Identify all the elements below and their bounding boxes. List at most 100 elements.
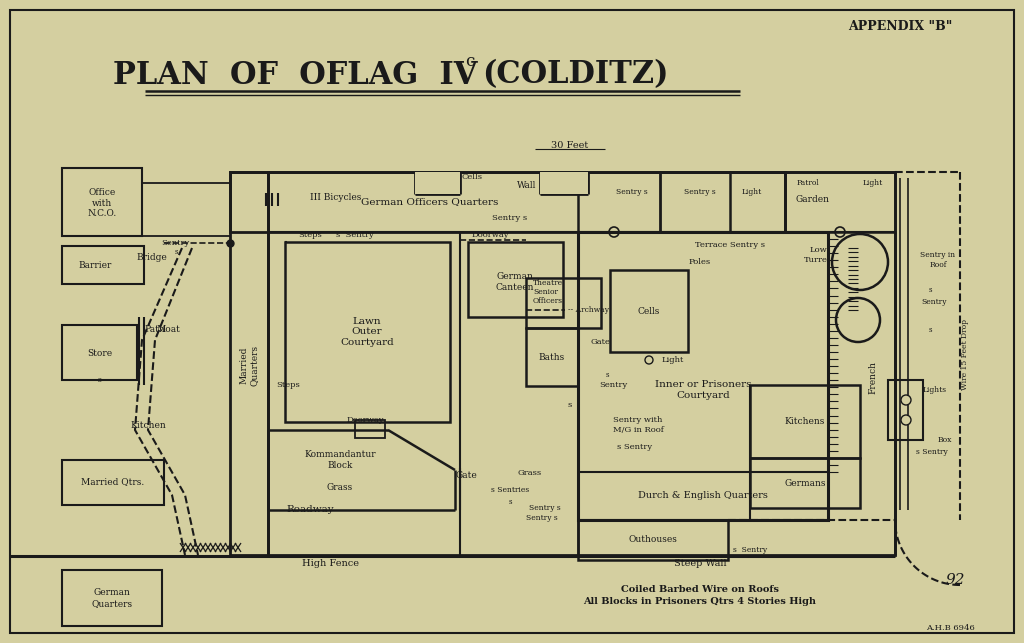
Text: c: c [465,53,475,71]
Text: Sentry in
Roof: Sentry in Roof [921,251,955,269]
Text: Poles: Poles [689,258,711,266]
Text: Terrace Sentry s: Terrace Sentry s [695,241,765,249]
Text: Light: Light [662,356,684,364]
Text: Sentry: Sentry [599,381,627,389]
Text: Wire 15 Feet Drop: Wire 15 Feet Drop [961,320,969,390]
Text: -- Archway: -- Archway [567,306,608,314]
Text: Store: Store [87,349,113,358]
Bar [62,570,162,626]
Text: s: s [605,371,608,379]
Text: Roadway: Roadway [286,505,334,514]
Text: s Sentry: s Sentry [916,448,948,456]
Text: Kommandantur
Block: Kommandantur Block [304,450,376,469]
Text: Steep Wall: Steep Wall [674,559,726,568]
Text: Office
with
N.C.O.: Office with N.C.O. [87,188,117,218]
Text: Lights: Lights [923,386,947,394]
Text: Cells: Cells [462,173,482,181]
Text: PLAN  OF  OFLAG  IV: PLAN OF OFLAG IV [113,60,477,91]
Text: Sentry: Sentry [161,239,189,247]
Text: Kitchens: Kitchens [784,417,825,426]
Text: 30 Feet: 30 Feet [551,141,589,150]
Bar [230,172,785,232]
Text: Doorway: Doorway [346,416,384,424]
Circle shape [645,356,653,364]
Text: Garden: Garden [795,195,829,204]
Text: Kitchen: Kitchen [130,421,166,430]
Text: Lawn
Outer
Courtyard: Lawn Outer Courtyard [340,317,394,347]
Bar [888,380,923,440]
Text: Sentry with
M/G in Roof: Sentry with M/G in Roof [612,417,664,433]
Text: III Bicycles: III Bicycles [310,194,361,203]
Circle shape [901,415,911,425]
Text: Married Qtrs.: Married Qtrs. [81,478,144,487]
Text: Wall: Wall [517,181,537,190]
Text: Gate: Gate [455,471,477,480]
Bar [355,420,385,438]
Text: (COLDITZ): (COLDITZ) [481,60,669,91]
Text: Durch & English Quarters: Durch & English Quarters [638,491,768,500]
Text: Coiled Barbed Wire on Roofs: Coiled Barbed Wire on Roofs [621,586,779,595]
Text: Light: Light [741,188,762,196]
Text: Sentry s: Sentry s [493,214,527,222]
Text: Baths: Baths [539,352,565,361]
Text: German
Canteen: German Canteen [496,272,535,292]
Text: Sentry s: Sentry s [684,188,716,196]
Text: Steps: Steps [298,231,322,239]
Text: Moat: Moat [156,325,180,334]
Text: Barrier: Barrier [78,260,112,269]
Bar [526,278,601,328]
Bar [660,172,785,232]
Bar [62,325,137,380]
Text: German
Quarters: German Quarters [91,588,132,608]
Text: French: French [868,361,878,395]
Text: Grass: Grass [327,484,353,493]
Text: Married
Quarters: Married Quarters [240,345,259,386]
Bar [230,172,268,555]
Text: s: s [98,376,102,384]
Circle shape [901,395,911,405]
Bar [750,458,860,508]
Text: s  Sentry: s Sentry [336,231,374,239]
Text: Path: Path [144,325,165,334]
Text: Bridge: Bridge [136,253,167,262]
Bar [285,242,450,422]
Text: Doorway: Doorway [471,231,509,239]
Bar [62,168,142,236]
Text: Outhouses: Outhouses [629,536,678,545]
Text: s Sentry: s Sentry [617,443,652,451]
Text: s  Sentry: s Sentry [733,546,767,554]
Text: s: s [568,401,572,409]
Text: Sentry s: Sentry s [529,504,561,512]
Text: Steps: Steps [276,381,300,389]
Bar [468,242,563,317]
Text: 92: 92 [945,573,965,587]
Bar [578,520,728,560]
Text: A.H.B 6946: A.H.B 6946 [927,624,975,632]
Text: Germans: Germans [784,478,825,487]
Bar [730,172,895,232]
Bar [540,172,588,194]
Text: Light: Light [863,179,883,187]
Text: s: s [928,286,932,294]
Text: High Fence: High Fence [301,559,358,568]
Bar [578,232,828,520]
Text: Patrol: Patrol [797,179,819,187]
Text: APPENDIX "B": APPENDIX "B" [848,21,952,33]
Bar [526,328,578,386]
Text: Gate: Gate [590,338,610,346]
Text: Grass: Grass [518,469,542,477]
Text: Inner or Prisoners
Courtyard: Inner or Prisoners Courtyard [654,380,752,400]
Bar [610,270,688,352]
Text: Low
Turret: Low Turret [805,246,831,264]
Text: Sentry: Sentry [922,298,947,306]
Text: s Sentries: s Sentries [490,486,529,494]
Text: Sentry s: Sentry s [526,514,558,522]
Text: Box: Box [938,436,952,444]
Bar [268,172,895,555]
Text: Cells: Cells [638,307,660,316]
Text: s: s [508,498,512,506]
Bar [62,460,164,505]
Text: All Blocks in Prisoners Qtrs 4 Stories High: All Blocks in Prisoners Qtrs 4 Stories H… [584,597,816,606]
Text: Sentry s: Sentry s [616,188,648,196]
Text: Theatre
Senior
Officers: Theatre Senior Officers [534,279,563,305]
